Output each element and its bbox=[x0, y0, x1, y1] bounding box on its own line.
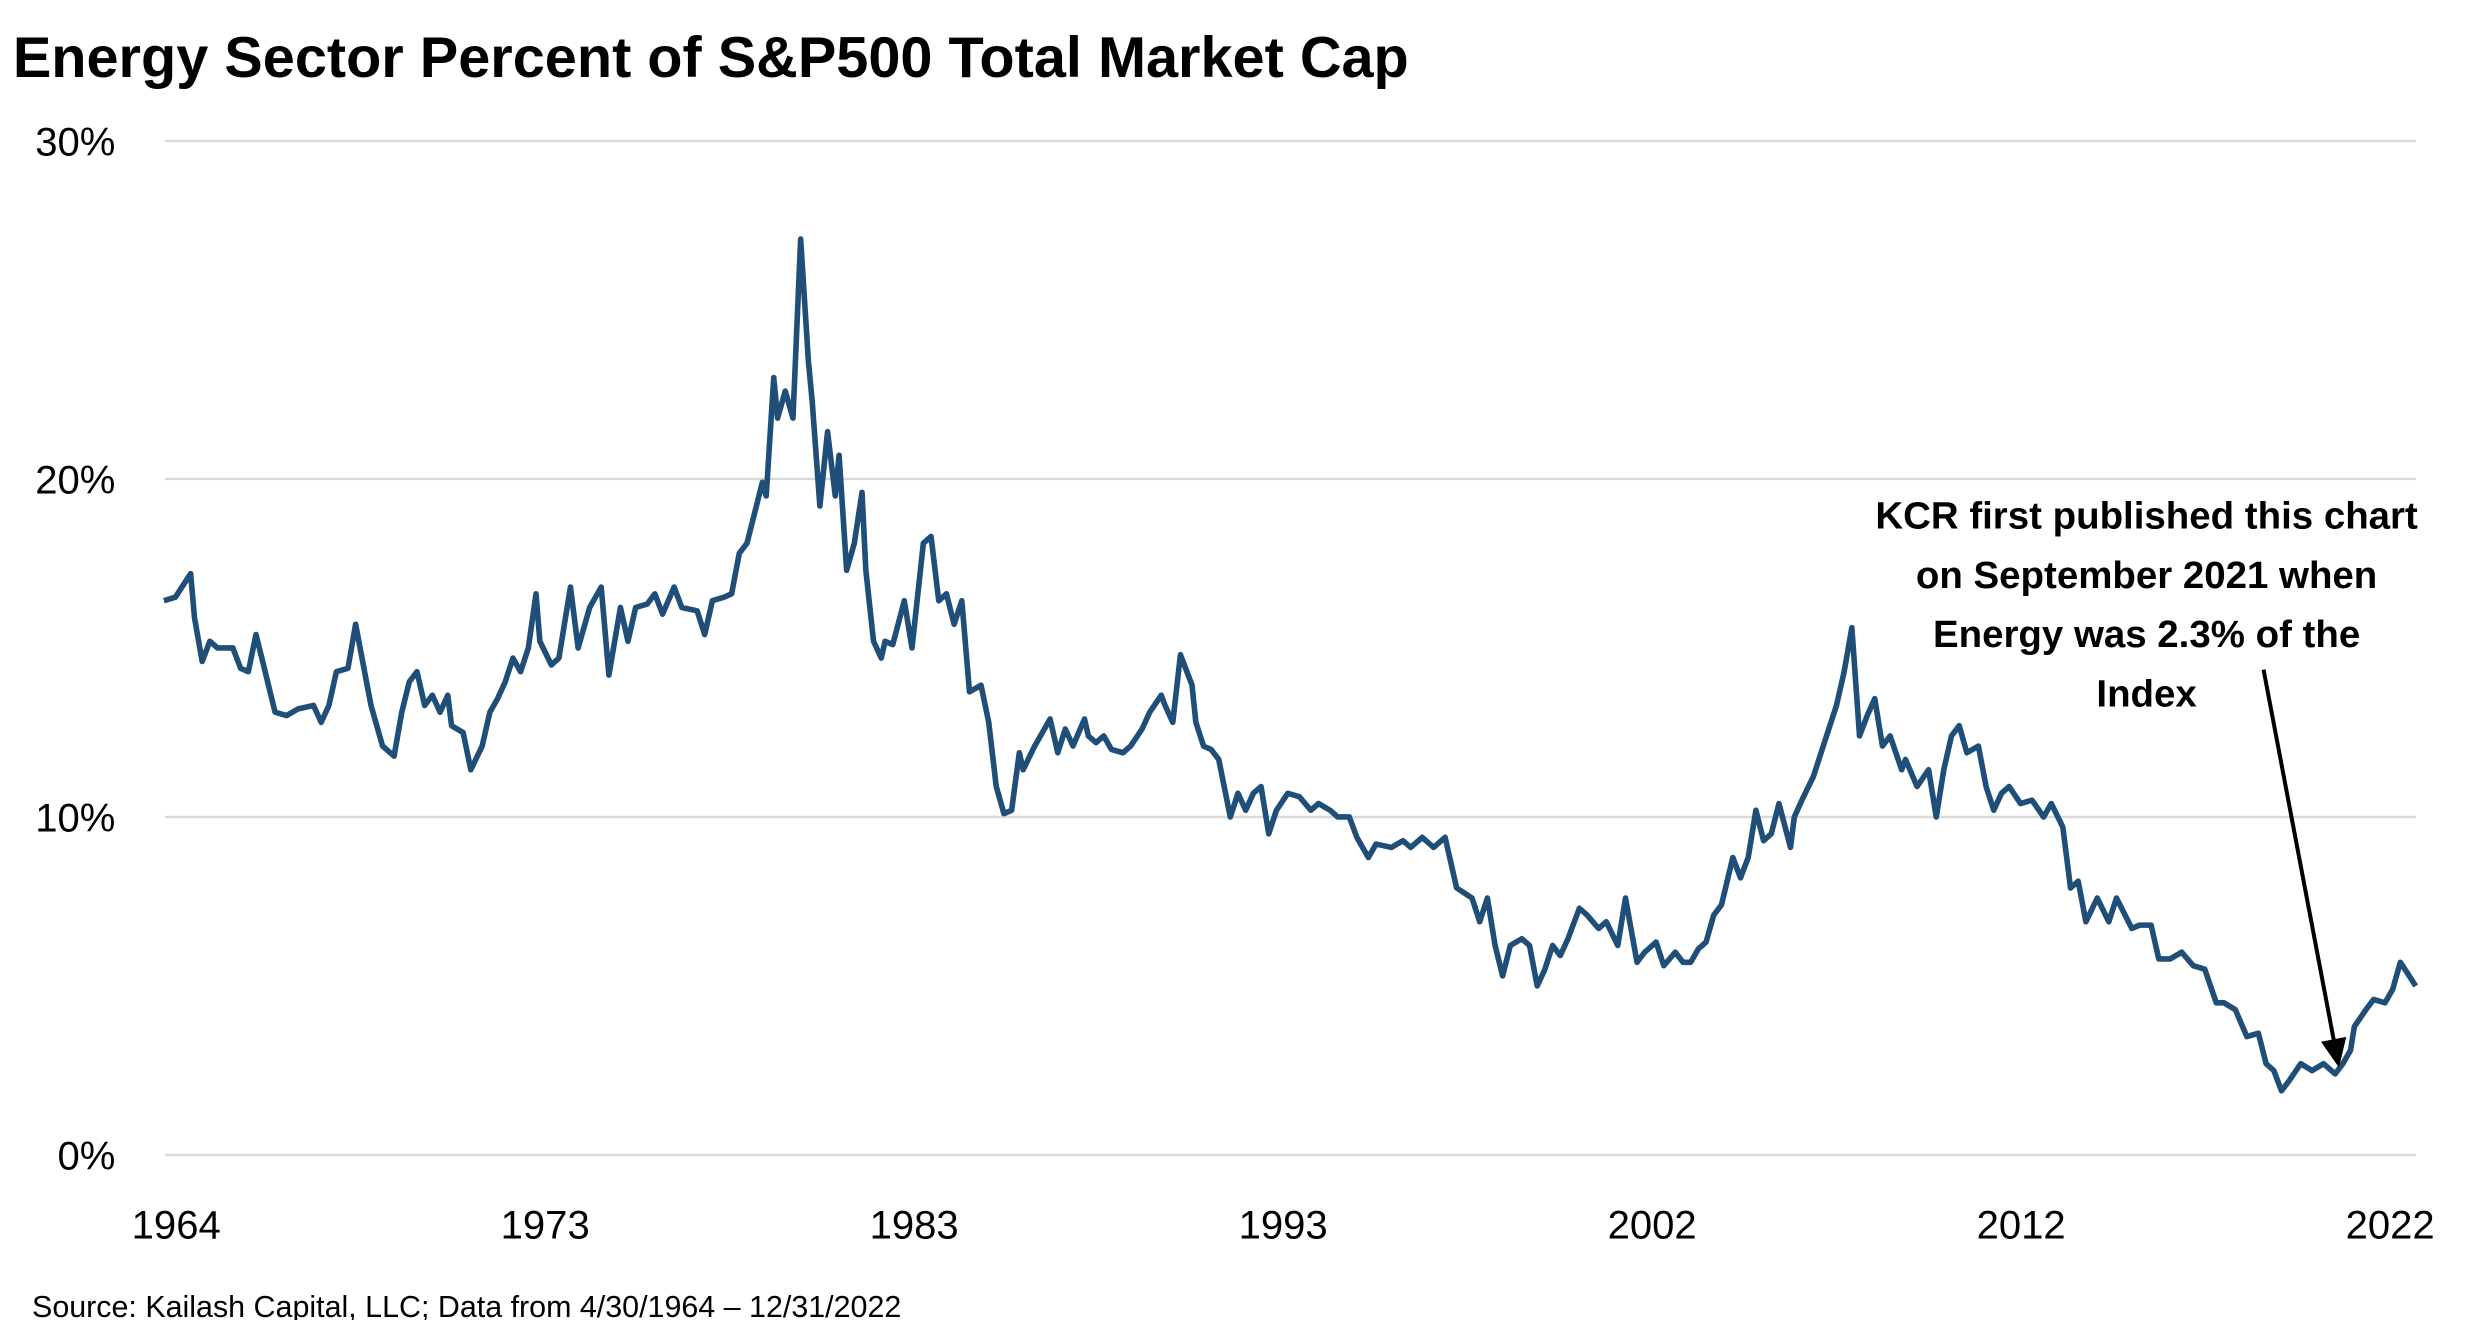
x-tick-label: 1983 bbox=[870, 1203, 959, 1247]
y-tick-label: 20% bbox=[35, 458, 115, 502]
annotation-line-1: KCR first published this chart bbox=[1875, 495, 2418, 538]
x-tick-label: 1973 bbox=[501, 1203, 590, 1247]
chart-title: Energy Sector Percent of S&P500 Total Ma… bbox=[13, 26, 1409, 90]
x-tick-label: 2002 bbox=[1608, 1203, 1697, 1247]
arrow-head-icon bbox=[2321, 1036, 2347, 1068]
y-axis-ticks: 0% 10% 20% 30% bbox=[35, 120, 115, 1178]
y-tick-label: 10% bbox=[35, 796, 115, 840]
annotation-arrow bbox=[2261, 669, 2336, 1040]
source-note: Source: Kailash Capital, LLC; Data from … bbox=[32, 1290, 901, 1320]
annotation-line-3: Energy was 2.3% of the bbox=[1933, 613, 2360, 656]
y-tick-label: 30% bbox=[35, 120, 115, 164]
x-tick-label: 2012 bbox=[1977, 1203, 2066, 1247]
y-tick-label: 0% bbox=[57, 1134, 115, 1178]
x-tick-label: 2022 bbox=[2346, 1203, 2435, 1247]
annotation-line-2: on September 2021 when bbox=[1916, 554, 2377, 597]
x-axis-ticks: 1964 1973 1983 1993 2002 2012 2022 bbox=[132, 1203, 2435, 1247]
series-line bbox=[163, 236, 2419, 1094]
x-tick-label: 1964 bbox=[132, 1203, 221, 1247]
annotation: KCR first published this chart on Septem… bbox=[1875, 495, 2418, 1068]
x-tick-label: 1993 bbox=[1239, 1203, 1328, 1247]
annotation-line-4: Index bbox=[2096, 672, 2197, 715]
